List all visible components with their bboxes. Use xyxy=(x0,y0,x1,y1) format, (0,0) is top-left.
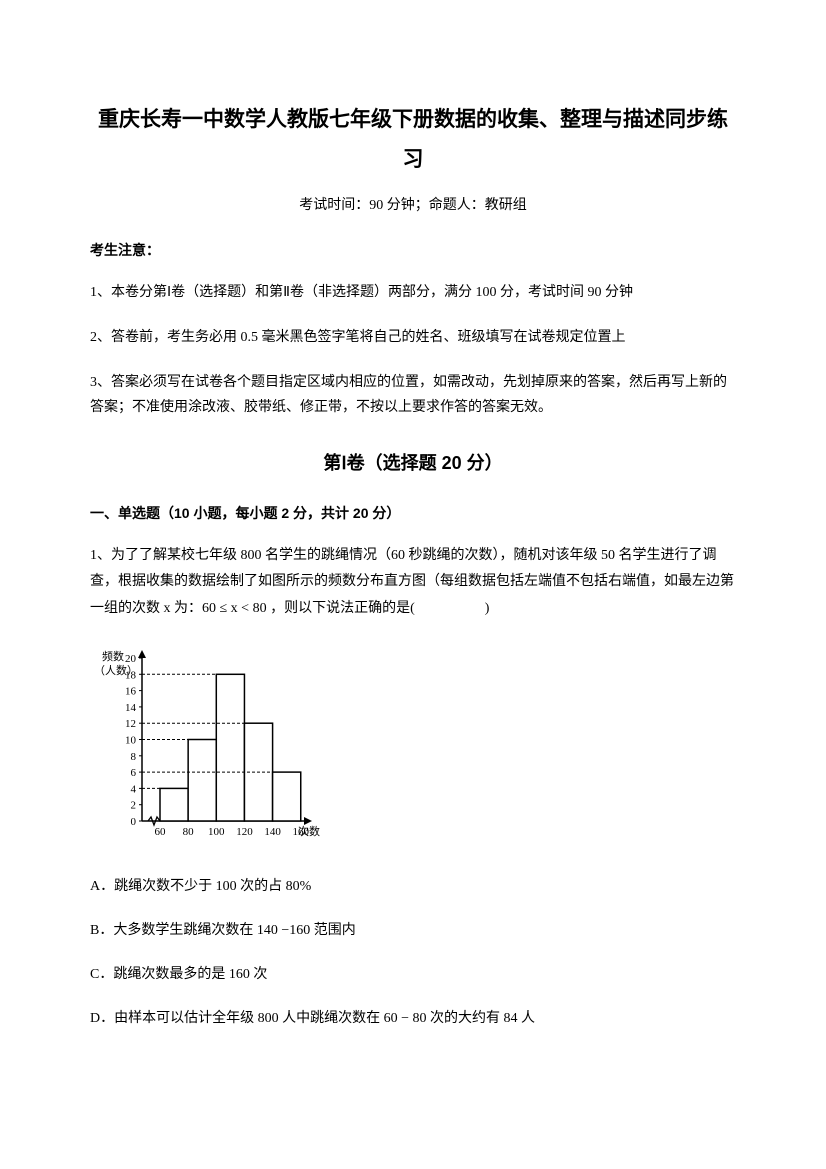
svg-text:8: 8 xyxy=(131,751,137,763)
svg-text:14: 14 xyxy=(125,702,137,714)
svg-text:120: 120 xyxy=(236,826,253,838)
option-c: C．跳绳次数最多的是 160 次 xyxy=(90,963,736,983)
svg-text:10: 10 xyxy=(125,735,137,747)
notice-item-2: 2、答卷前，考生务必用 0.5 毫米黑色签字笔将自己的姓名、班级填写在试卷规定位… xyxy=(90,325,736,350)
svg-text:0: 0 xyxy=(131,816,137,828)
svg-text:80: 80 xyxy=(183,826,195,838)
notice-heading: 考生注意： xyxy=(90,240,736,260)
exam-subtitle: 考试时间：90 分钟；命题人：教研组 xyxy=(90,194,736,214)
svg-text:2: 2 xyxy=(131,800,137,812)
svg-text:次数: 次数 xyxy=(298,824,320,838)
option-a: A．跳绳次数不少于 100 次的占 80% xyxy=(90,875,736,895)
option-b: B．大多数学生跳绳次数在 140 −160 范围内 xyxy=(90,919,736,939)
notice-item-3: 3、答案必须写在试卷各个题目指定区域内相应的位置，如需改动，先划掉原来的答案，然… xyxy=(90,370,736,420)
svg-text:20: 20 xyxy=(125,653,137,665)
svg-text:60: 60 xyxy=(155,826,167,838)
svg-text:140: 140 xyxy=(264,826,281,838)
svg-text:频数: 频数 xyxy=(102,649,124,663)
title-line-1: 重庆长寿一中数学人教版七年级下册数据的收集、整理与描述同步练 xyxy=(98,108,728,131)
svg-text:100: 100 xyxy=(208,826,225,838)
notice-item-1: 1、本卷分第Ⅰ卷（选择题）和第Ⅱ卷（非选择题）两部分，满分 100 分，考试时间… xyxy=(90,280,736,305)
question-1-text: 1、为了了解某校七年级 800 名学生的跳绳情况（60 秒跳绳的次数），随机对该… xyxy=(90,543,736,623)
svg-text:18: 18 xyxy=(125,670,137,682)
svg-text:12: 12 xyxy=(125,719,136,731)
histogram-chart: 频数（人数）024681012141618206080100120140160次… xyxy=(94,646,736,851)
page-title: 重庆长寿一中数学人教版七年级下册数据的收集、整理与描述同步练 习 xyxy=(90,100,736,180)
svg-text:6: 6 xyxy=(131,767,137,779)
svg-text:4: 4 xyxy=(131,784,137,796)
title-line-2: 习 xyxy=(403,148,424,171)
sub-section-heading: 一、单选题（10 小题，每小题 2 分，共计 20 分） xyxy=(90,503,736,523)
section-heading: 第Ⅰ卷（选择题 20 分） xyxy=(90,449,736,475)
option-d: D．由样本可以估计全年级 800 人中跳绳次数在 60 − 80 次的大约有 8… xyxy=(90,1007,736,1027)
svg-text:16: 16 xyxy=(125,686,137,698)
